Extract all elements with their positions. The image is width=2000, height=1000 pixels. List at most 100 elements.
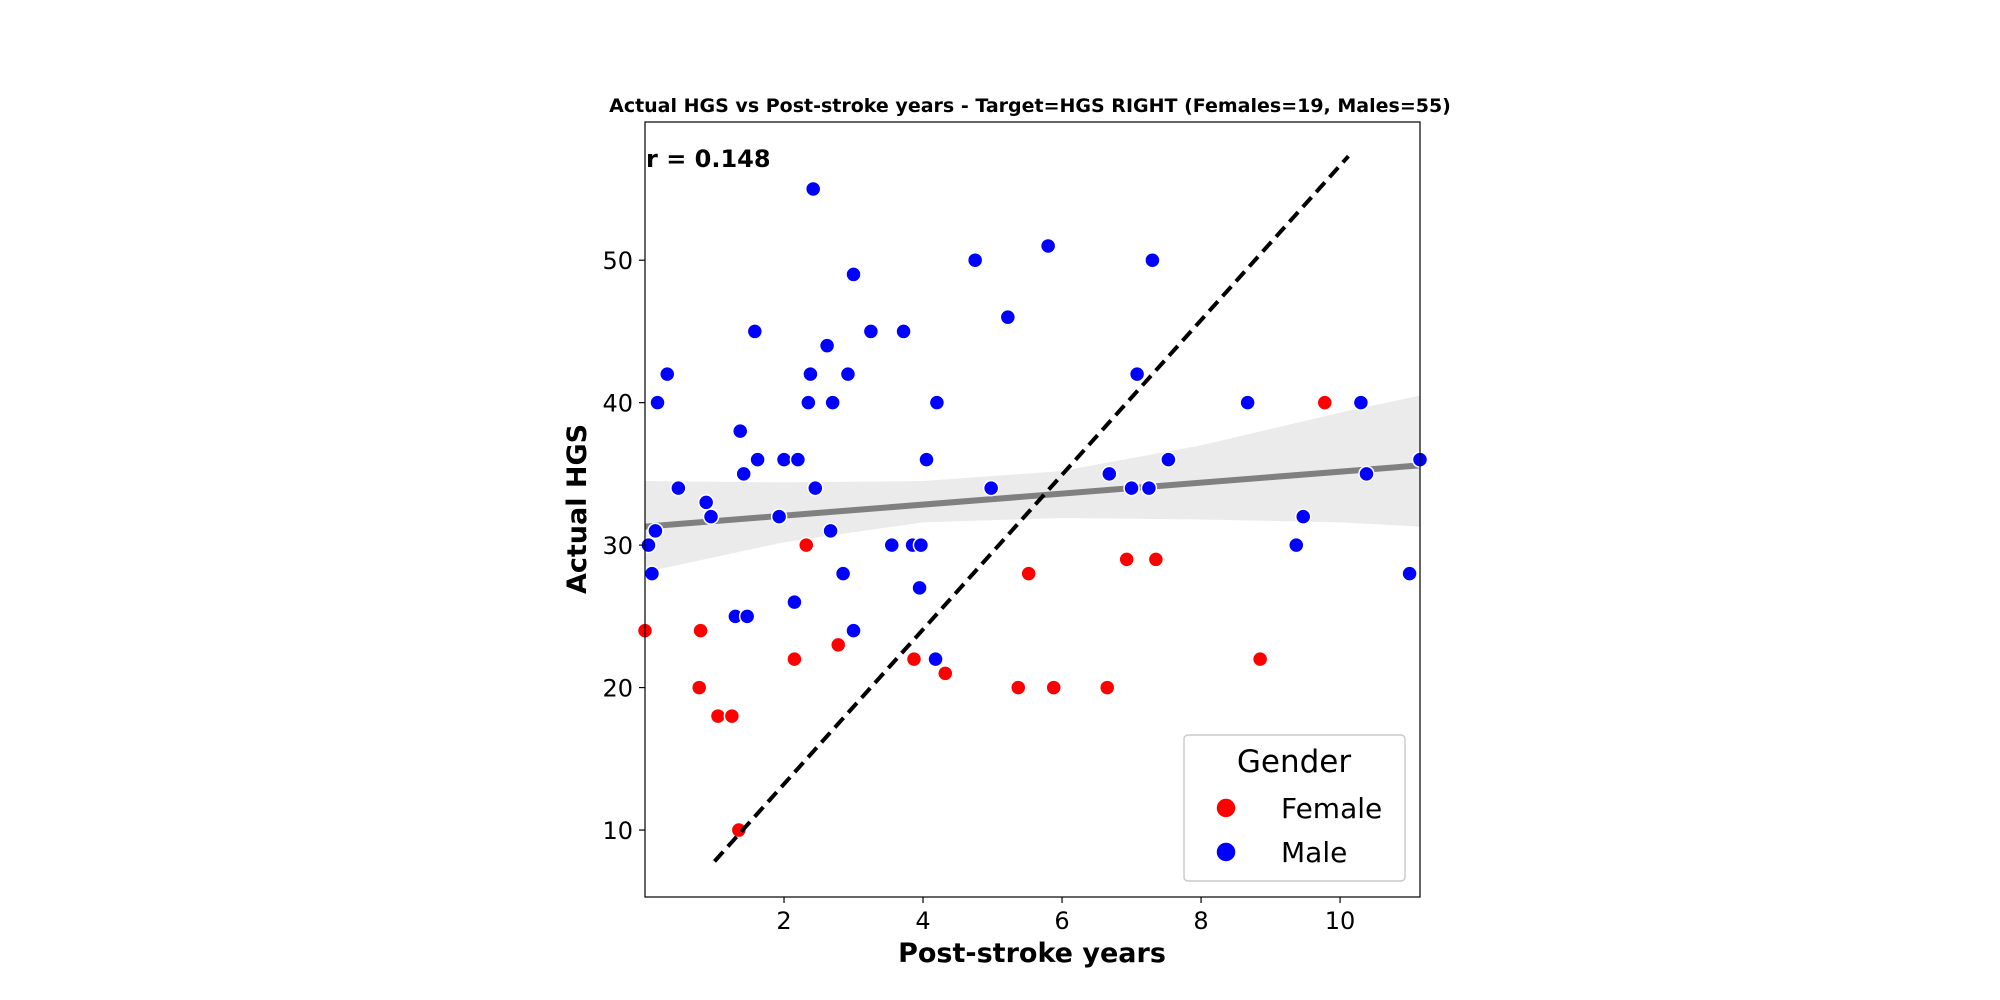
y-tick-label: 10 <box>602 817 633 845</box>
point-male <box>738 608 756 625</box>
x-tick-label: 10 <box>1325 907 1356 935</box>
point-male <box>775 451 793 468</box>
legend-marker <box>1215 841 1237 863</box>
point-male <box>911 579 928 597</box>
point-male <box>1144 251 1161 269</box>
point-female <box>1316 394 1334 411</box>
point-female <box>829 636 847 654</box>
x-tick-label: 6 <box>1054 907 1069 935</box>
point-male <box>804 180 822 198</box>
point-male <box>731 422 749 440</box>
point-male <box>839 365 857 383</box>
point-female <box>1010 679 1027 696</box>
point-male <box>1358 465 1375 483</box>
point-male <box>658 365 676 383</box>
point-male <box>770 508 788 525</box>
point-female <box>798 536 815 554</box>
point-male <box>749 451 766 468</box>
point-male <box>824 394 841 411</box>
point-male <box>1160 451 1177 468</box>
legend-box <box>1183 734 1406 882</box>
point-male <box>999 308 1017 326</box>
point-male <box>1123 479 1140 497</box>
legend-title: Gender <box>1237 744 1351 780</box>
point-female <box>723 707 741 725</box>
identity-line <box>713 154 1350 863</box>
y-axis-label: Actual HGS <box>562 424 593 594</box>
point-male <box>845 266 862 283</box>
point-male <box>1288 536 1305 554</box>
point-male <box>1239 394 1256 411</box>
point-male <box>1294 508 1312 525</box>
points-layer <box>636 180 1429 839</box>
point-female <box>692 622 709 639</box>
point-male <box>845 622 862 639</box>
legend: Gender Female Male <box>1183 734 1406 882</box>
point-male <box>807 479 824 497</box>
point-male <box>697 494 715 511</box>
point-male <box>643 565 661 582</box>
point-male <box>670 479 687 497</box>
point-male <box>1140 479 1158 497</box>
point-female <box>1045 679 1062 696</box>
legend-items: Female Male <box>1215 792 1382 869</box>
point-female <box>730 821 748 839</box>
point-female <box>1147 551 1165 568</box>
point-male <box>883 536 900 554</box>
x-tick-label: 8 <box>1193 907 1208 935</box>
point-male <box>822 522 839 540</box>
point-male <box>1401 565 1418 582</box>
point-male <box>818 337 836 354</box>
point-male <box>649 394 666 411</box>
confidence-band-layer <box>645 395 1420 573</box>
point-male <box>702 508 720 525</box>
point-female <box>690 679 708 696</box>
point-female <box>1118 551 1135 568</box>
point-male <box>800 394 817 411</box>
point-female <box>937 665 954 682</box>
point-male <box>928 394 946 411</box>
x-tick-label: 2 <box>776 907 791 935</box>
point-male <box>789 451 807 468</box>
x-axis-ticks: 2 4 6 8 10 <box>776 897 1355 935</box>
y-tick-label: 30 <box>602 532 633 560</box>
point-male <box>918 451 935 468</box>
point-male <box>834 565 852 582</box>
legend-item-female: Female <box>1215 792 1382 825</box>
point-female <box>905 650 923 668</box>
y-tick-label: 20 <box>602 675 633 703</box>
point-female <box>1020 565 1037 582</box>
x-tick-label: 4 <box>915 907 930 935</box>
point-male <box>895 323 912 340</box>
plot-area <box>636 121 1429 898</box>
point-female <box>786 650 803 668</box>
point-male <box>1039 237 1057 255</box>
series-male <box>640 180 1429 668</box>
point-male <box>912 536 930 554</box>
point-male <box>735 465 752 483</box>
point-male <box>1352 394 1370 411</box>
point-female <box>1251 650 1269 668</box>
point-male <box>1101 465 1118 483</box>
point-male <box>647 522 664 540</box>
point-male <box>746 323 764 340</box>
y-tick-label: 50 <box>602 247 633 275</box>
chart-title: Actual HGS vs Post-stroke years - Target… <box>609 95 1451 117</box>
point-female <box>709 707 727 725</box>
correlation-annotation: r = 0.148 <box>646 145 771 173</box>
legend-marker <box>1215 797 1237 819</box>
point-male <box>786 593 803 611</box>
point-male <box>982 479 1000 497</box>
y-tick-label: 40 <box>602 390 633 418</box>
y-axis-ticks: 10 20 30 40 50 <box>602 247 645 845</box>
confidence-band <box>645 395 1420 573</box>
point-female <box>1098 679 1116 696</box>
series-female <box>636 394 1334 839</box>
identity-line-layer <box>713 154 1350 863</box>
point-male <box>1128 365 1146 383</box>
point-male <box>862 323 880 340</box>
x-axis-label: Post-stroke years <box>898 938 1166 969</box>
point-male <box>927 650 944 668</box>
point-male <box>966 251 984 269</box>
